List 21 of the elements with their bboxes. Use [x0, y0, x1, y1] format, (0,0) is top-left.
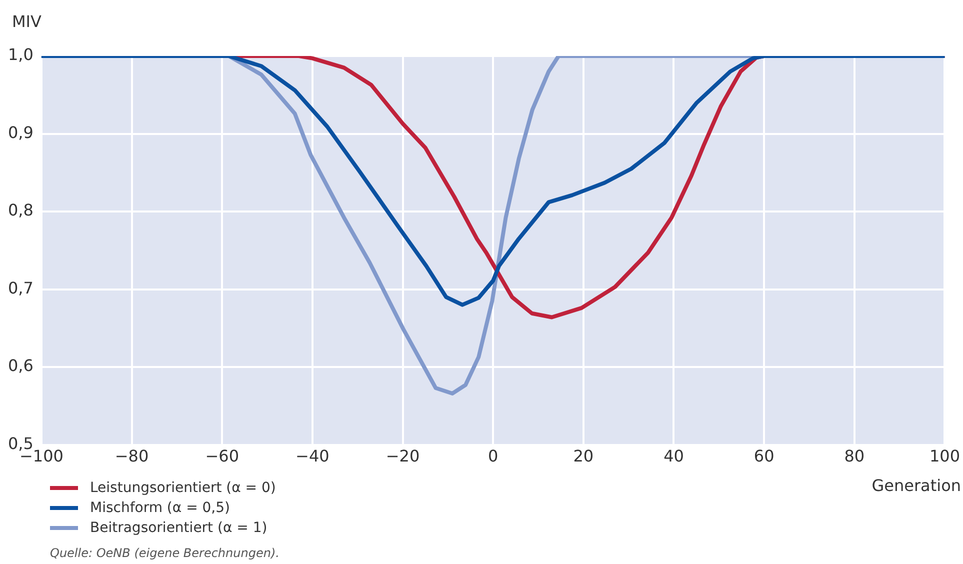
legend-label: Leistungsorientiert (α = 0) — [90, 480, 276, 496]
x-tick-label: 20 — [573, 446, 594, 466]
x-tick-label: 80 — [844, 446, 865, 466]
source-note: Quelle: OeNB (eigene Berechnungen). — [50, 546, 280, 560]
x-tick-label: 100 — [929, 446, 960, 466]
y-tick-label: 0,9 — [8, 122, 34, 142]
y-tick-label: 0,6 — [8, 356, 34, 376]
x-tick-label: 40 — [664, 446, 684, 466]
x-tick-label: −60 — [205, 446, 239, 466]
x-tick-label: 60 — [754, 446, 774, 466]
x-axis-title: Generation — [872, 476, 961, 495]
x-tick-label: 0 — [488, 446, 498, 466]
x-tick-label: −80 — [114, 446, 149, 466]
x-tick-label: −40 — [296, 446, 330, 466]
legend-label: Beitragsorientiert (α = 1) — [90, 520, 268, 536]
x-tick-label: −20 — [386, 446, 420, 466]
y-tick-label: 0,7 — [8, 278, 34, 298]
y-tick-label: 0,8 — [8, 200, 34, 220]
legend-label: Mischform (α = 0,5) — [90, 500, 230, 516]
y-tick-label: 1,0 — [8, 45, 34, 64]
y-axis-title: MIV — [12, 12, 42, 31]
